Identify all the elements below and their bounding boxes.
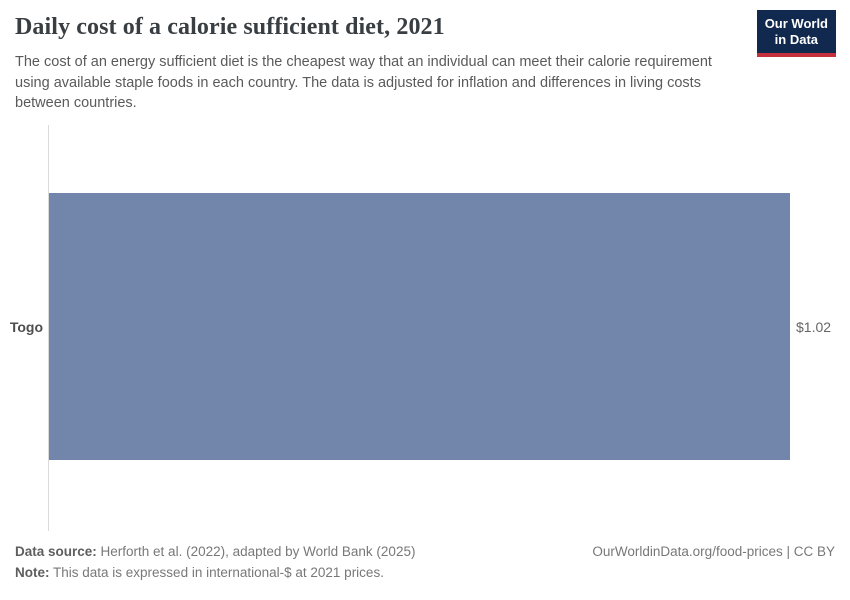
note-text: This data is expressed in international-… [49, 565, 384, 581]
value-label: $1.02 [796, 318, 832, 335]
y-axis-line [48, 125, 49, 531]
owid-logo-line1: Our World [764, 16, 828, 31]
note-line: Note: This data is expressed in internat… [15, 562, 415, 583]
entity-label: Togo [9, 318, 43, 335]
chart-subtitle: The cost of an energy sufficient diet is… [15, 54, 712, 112]
data-source-text: Herforth et al. (2022), adapted by World… [96, 544, 416, 559]
bar-row: Togo $1.02 [0, 193, 850, 460]
data-source-label: Data source: [15, 544, 97, 559]
footer-left: Data source: Herforth et al. (2022), ada… [15, 541, 415, 583]
owid-logo[interactable]: Our World in Data [756, 10, 836, 57]
bar[interactable] [49, 193, 790, 460]
bar-track [49, 193, 790, 460]
owid-logo-line2: in Data [774, 32, 819, 48]
note-label: Note: [15, 565, 50, 581]
chart-footer: Data source: Herforth et al. (2022), ada… [15, 541, 835, 583]
page-title: Daily cost of a calorie sufficient diet,… [15, 14, 445, 40]
data-source-line: Data source: Herforth et al. (2022), ada… [15, 541, 415, 562]
footer-link[interactable]: OurWorldinData.org/food-prices | CC BY [592, 544, 835, 559]
